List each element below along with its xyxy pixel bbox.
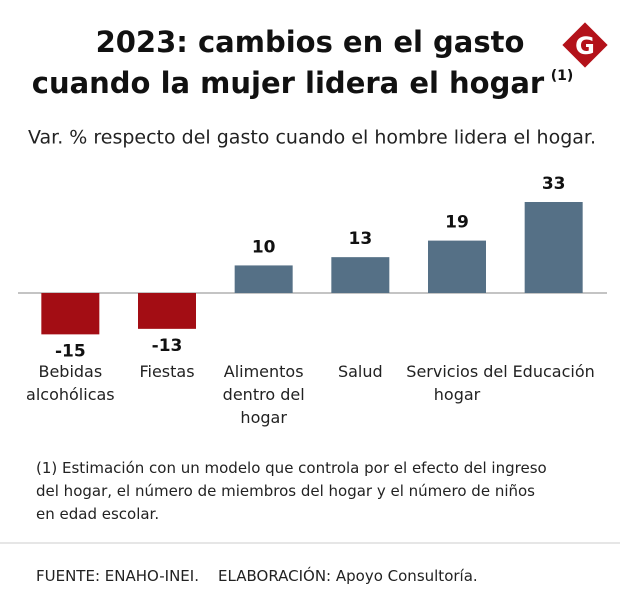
x-tick-label: Educación [512,362,595,381]
bar [138,293,196,329]
value-label: 33 [542,174,566,194]
bar [234,265,293,293]
bar [524,202,583,293]
logo: G [575,32,595,60]
footnote: (1) Estimación con un modelo que control… [36,459,547,523]
subtitle: Var. % respecto del gasto cuando el homb… [28,127,596,149]
value-label: 13 [348,229,372,249]
source-text: FUENTE: ENAHO-INEI. [36,567,199,585]
credit-text: ELABORACIÓN: Apoyo Consultoría. [218,567,478,585]
value-label: -13 [152,336,183,356]
title-note: (1) [551,68,574,84]
bar [41,293,100,335]
x-tick-label: Bebidas alcohólicas [26,362,115,404]
chart-title: 2023: cambios en el gasto [96,25,525,59]
x-tick-label: Alimentos dentro del hogar [222,362,305,427]
x-tick-label: Fiestas [139,362,195,381]
value-label: 19 [445,213,469,233]
chart-title: cuando la mujer lidera el hogar [32,66,545,100]
value-label: -15 [55,341,86,361]
bar [428,240,486,293]
source: FUENTE: ENAHO-INEI. ELABORACIÓN: Apoyo C… [36,567,478,585]
value-label: 10 [252,237,276,257]
bar [331,257,390,293]
x-tick-label: Servicios del hogar [406,362,508,404]
x-tick-label: Salud [337,362,383,381]
